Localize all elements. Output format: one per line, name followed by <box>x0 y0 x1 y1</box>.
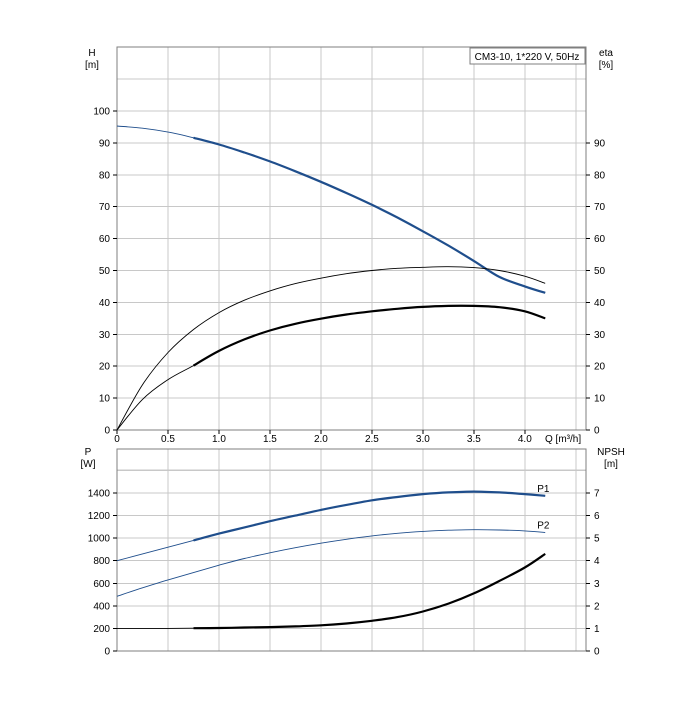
npsh-axis-unit: [m] <box>604 459 618 470</box>
p-axis-unit: [W] <box>81 459 96 470</box>
h-axis-tick-label-0: 0 <box>104 426 110 437</box>
h-axis-tick-label-4: 40 <box>99 298 111 309</box>
legend-box <box>469 47 586 65</box>
x-axis-tick-label-4: 2.0 <box>314 434 328 445</box>
lower-series-P1-line <box>116 491 546 562</box>
x-axis-tick-label-8: 4.0 <box>518 434 532 445</box>
p-axis-title: P <box>85 447 92 458</box>
x-axis-tick-label-0: 0 <box>114 434 120 445</box>
h-axis-tick-label-5: 50 <box>99 266 111 277</box>
legend-text: CM3-10, 1*220 V, 50Hz <box>475 52 580 63</box>
h-axis-tick-label-3: 30 <box>99 330 111 341</box>
upper-series-eta-operating-range <box>192 304 546 367</box>
series-label-P2: P2 <box>537 521 550 532</box>
eta-axis-tick-label-9: 90 <box>594 138 606 149</box>
p-axis-tick-label-1: 200 <box>93 624 110 635</box>
p-axis-tick-label-7: 1400 <box>88 489 111 500</box>
x-axis-title: Q [m³/h] <box>545 434 581 445</box>
eta-axis-unit: [%] <box>599 60 614 71</box>
eta-axis-tick-label-7: 70 <box>594 202 606 213</box>
npsh-axis-tick-label-5: 5 <box>594 534 600 545</box>
npsh-axis-tick-label-3: 3 <box>594 579 600 590</box>
h-axis-tick-label-6: 60 <box>99 234 111 245</box>
h-axis-tick-label-9: 90 <box>99 138 111 149</box>
npsh-axis-tick-label-4: 4 <box>594 556 600 567</box>
lower-series-P1-operating-range <box>193 490 546 542</box>
eta-axis-tick-label-0: 0 <box>594 426 600 437</box>
eta-axis-tick-label-8: 80 <box>594 170 606 181</box>
p-axis-tick-label-5: 1000 <box>88 534 111 545</box>
npsh-axis-tick-label-2: 2 <box>594 601 600 612</box>
x-axis-tick-label-1: 0.5 <box>161 434 175 445</box>
h-axis-title: H <box>88 48 95 59</box>
eta-axis-tick-label-1: 10 <box>594 394 606 405</box>
x-axis-tick-label-5: 2.5 <box>365 434 379 445</box>
h-axis-tick-label-10: 100 <box>93 107 110 118</box>
upper-series-eta-aux-line <box>116 266 546 431</box>
lower-series-NPSH-operating-range <box>193 552 546 630</box>
x-axis-tick-label-2: 1.0 <box>212 434 226 445</box>
eta-axis-tick-label-3: 30 <box>594 330 606 341</box>
h-axis-tick-label-7: 70 <box>99 202 111 213</box>
eta-axis-tick-label-6: 60 <box>594 234 606 245</box>
npsh-axis-tick-label-1: 1 <box>594 624 600 635</box>
h-axis-tick-label-2: 20 <box>99 362 111 373</box>
h-axis-tick-label-8: 80 <box>99 170 111 181</box>
lower-series-P2-line <box>116 529 546 597</box>
eta-axis-tick-label-2: 20 <box>594 362 606 373</box>
x-axis-tick-label-7: 3.5 <box>467 434 481 445</box>
p-axis-tick-label-4: 800 <box>93 556 110 567</box>
npsh-axis-title: NPSH <box>597 447 625 458</box>
npsh-axis-tick-label-0: 0 <box>594 647 600 658</box>
x-axis-tick-label-3: 1.5 <box>263 434 277 445</box>
eta-axis-title: eta <box>599 48 613 59</box>
p-axis-tick-label-2: 400 <box>93 601 110 612</box>
h-axis-tick-label-1: 10 <box>99 394 111 405</box>
upper-series-H-operating-range <box>193 136 546 294</box>
npsh-axis-tick-label-6: 6 <box>594 511 600 522</box>
npsh-axis-tick-label-7: 7 <box>594 489 600 500</box>
eta-axis-tick-label-4: 40 <box>594 298 606 309</box>
lower-frame <box>116 448 587 652</box>
upper-series-H-line <box>116 125 546 294</box>
p-axis-tick-label-3: 600 <box>93 579 110 590</box>
eta-axis-tick-label-5: 50 <box>594 266 606 277</box>
p-axis-tick-label-0: 0 <box>104 647 110 658</box>
h-axis-unit: [m] <box>85 60 99 71</box>
x-axis-tick-label-6: 3.0 <box>416 434 430 445</box>
series-label-P1: P1 <box>537 484 550 495</box>
p-axis-tick-label-6: 1200 <box>88 511 111 522</box>
upper-series-eta-line <box>116 305 546 431</box>
